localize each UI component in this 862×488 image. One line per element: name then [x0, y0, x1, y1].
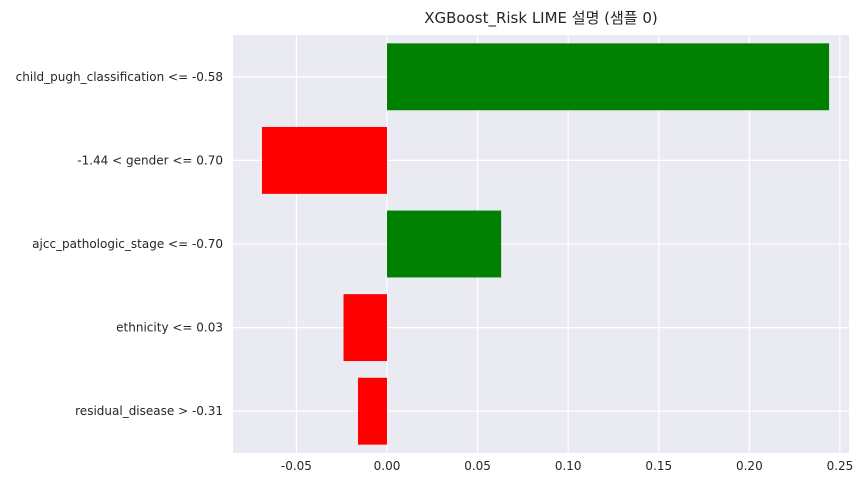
x-tick-label: 0.10 — [555, 459, 582, 473]
y-tick-label: -1.44 < gender <= 0.70 — [77, 153, 223, 167]
x-tick-label: 0.05 — [464, 459, 491, 473]
bar-3 — [343, 294, 387, 362]
y-tick-labels: child_pugh_classification <= -0.58 -1.44 … — [16, 70, 223, 418]
bars — [261, 43, 830, 445]
y-tick-label: child_pugh_classification <= -0.58 — [16, 70, 223, 84]
bar-4 — [358, 377, 387, 445]
x-tick-label: 0.00 — [374, 459, 401, 473]
x-tick-label: 0.15 — [645, 459, 672, 473]
bar-0 — [387, 43, 830, 111]
y-tick-label: residual_disease > -0.31 — [75, 404, 223, 418]
y-tick-label: ajcc_pathologic_stage <= -0.70 — [32, 237, 223, 251]
x-tick-labels: -0.05 0.00 0.05 0.10 0.15 0.20 0.25 — [281, 459, 853, 473]
bar-2 — [387, 210, 502, 278]
y-tick-label: ethnicity <= 0.03 — [116, 321, 223, 335]
bar-1 — [261, 126, 387, 194]
x-tick-label: 0.25 — [827, 459, 854, 473]
chart-title: XGBoost_Risk LIME 설명 (샘플 0) — [424, 9, 658, 28]
x-tick-label: 0.20 — [736, 459, 763, 473]
x-tick-label: -0.05 — [281, 459, 312, 473]
